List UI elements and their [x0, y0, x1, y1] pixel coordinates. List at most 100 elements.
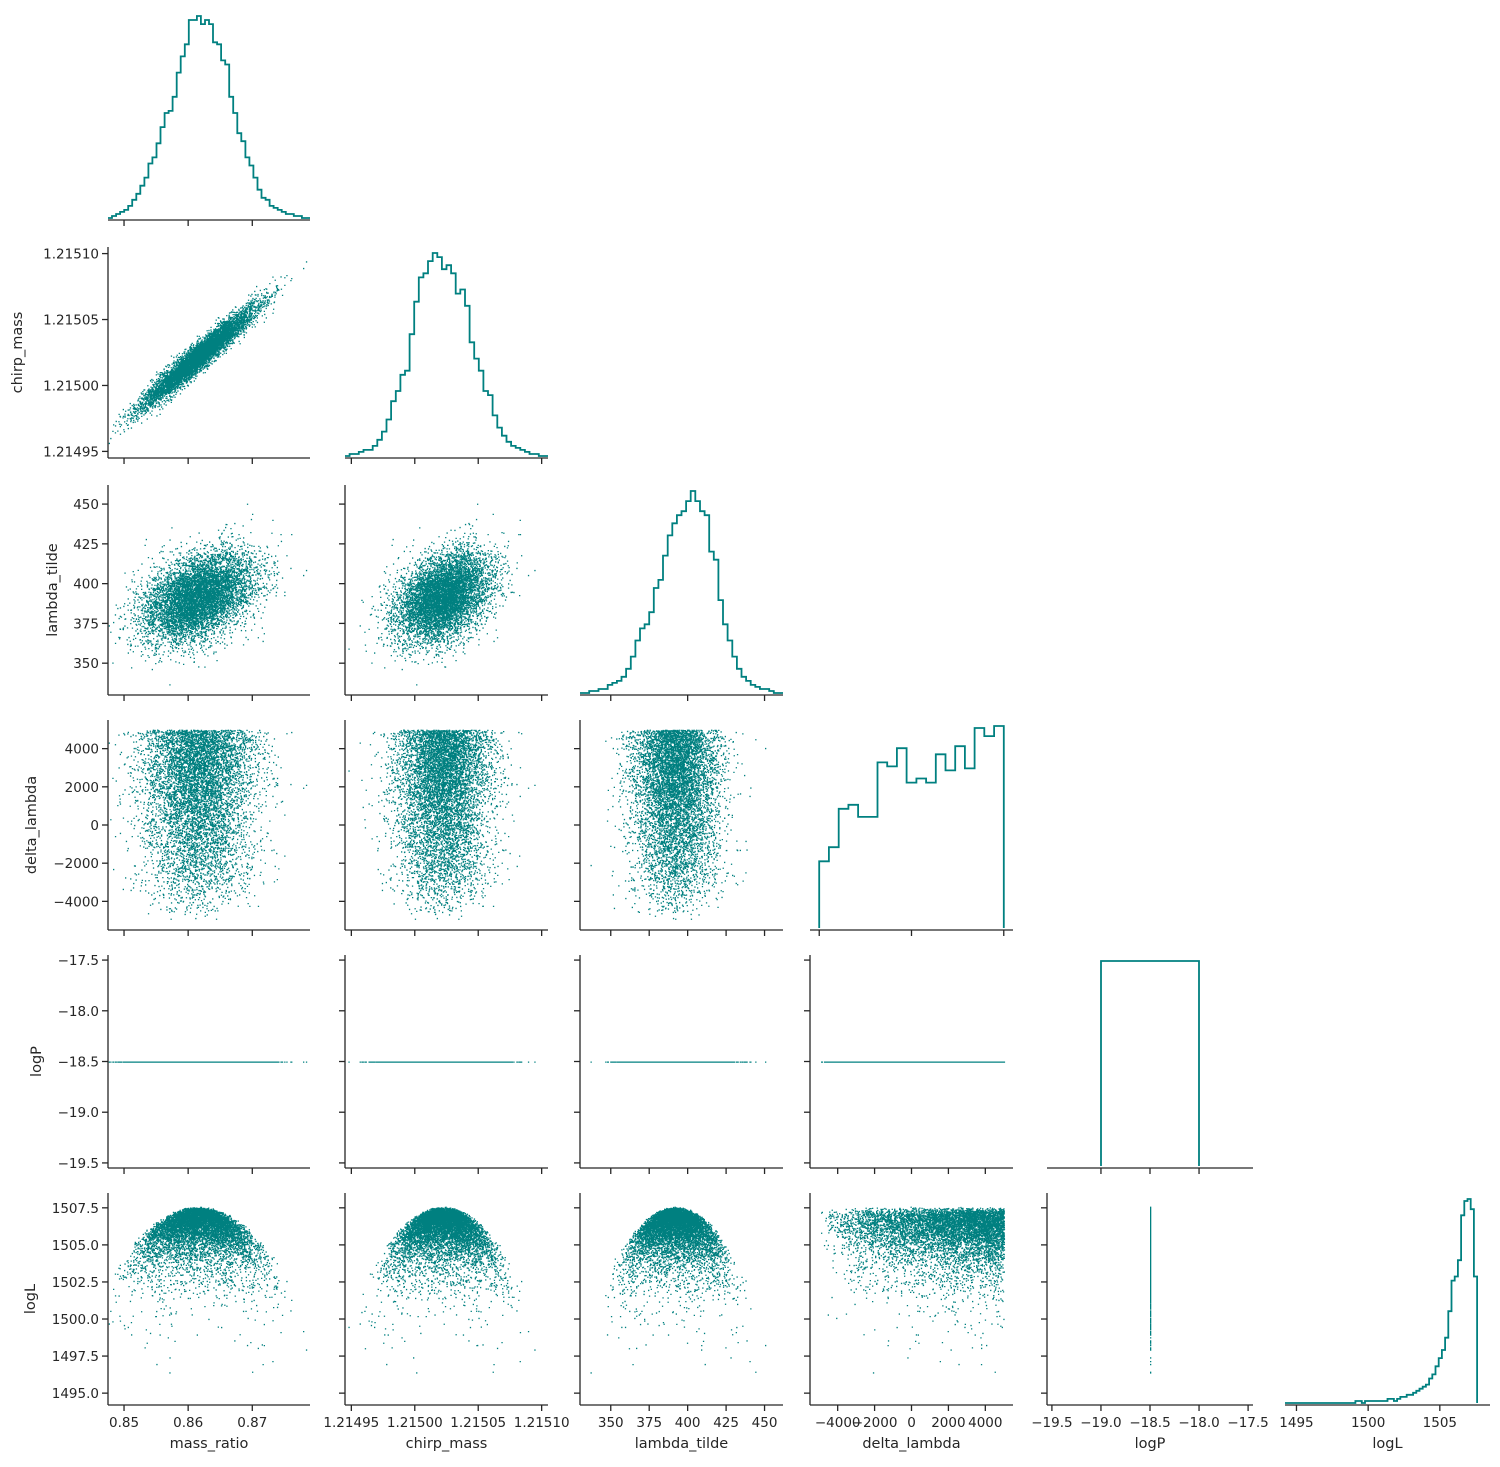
- x-tick-label: −18.5: [1129, 1415, 1170, 1431]
- x-tick-label: 400: [675, 1415, 701, 1431]
- panel-mass_ratio-vs-delta_lambda: −4000 −2000 0 2000 4000: [53, 720, 310, 936]
- panel-chirp_mass-vs-lambda_tilde: [339, 485, 548, 701]
- scatter-points: [590, 1061, 767, 1063]
- y-tick-label: −18.0: [58, 1004, 99, 1020]
- histogram-chirp_mass: [345, 252, 548, 457]
- x-tick-label: −18.0: [1178, 1415, 1219, 1431]
- x-tick-label: −17.5: [1227, 1415, 1268, 1431]
- x-tick-label: 375: [636, 1415, 662, 1431]
- x-tick-label: 1.21495: [323, 1415, 379, 1431]
- panel-mass_ratio-vs-logP: −19.5 −19.0 −18.5 −18.0 −17.5: [58, 953, 310, 1174]
- y-tick-label: −4000: [53, 894, 99, 910]
- y-axis-label: delta_lambda: [24, 776, 40, 874]
- x-axis-label: logP: [1135, 1436, 1166, 1452]
- y-tick-label: 1.21495: [43, 444, 99, 460]
- panel-chirp_mass-vs-logP: [339, 955, 548, 1174]
- y-tick-label: 350: [73, 656, 99, 672]
- panel-chirp_mass-hist: [345, 252, 548, 464]
- x-tick-label: 1505: [1423, 1415, 1457, 1431]
- y-tick-label: 450: [73, 497, 99, 513]
- panel-mass_ratio-vs-lambda_tilde: 350 375 400 425 450: [73, 485, 310, 701]
- x-tick-label: 1500: [1351, 1415, 1385, 1431]
- y-tick-label: 400: [73, 577, 99, 593]
- panel-chirp_mass-vs-logL: 1.21495 1.21500 1.21505 1.21510: [323, 1193, 570, 1431]
- scatter-points: [348, 1206, 536, 1374]
- scatter-points: [1150, 1206, 1152, 1374]
- scatter-points: [348, 1061, 536, 1063]
- y-tick-label: 1.21510: [43, 247, 99, 263]
- panel-lambda_tilde-vs-delta_lambda: [574, 720, 783, 936]
- x-tick-label: 350: [598, 1415, 624, 1431]
- scatter-points: [108, 261, 308, 445]
- scatter-points: [821, 1061, 1006, 1063]
- x-tick-label: 0.86: [173, 1415, 203, 1431]
- y-tick-label: 1.21505: [43, 313, 99, 329]
- scatter-points: [108, 729, 308, 920]
- x-tick-label: 2000: [931, 1415, 965, 1431]
- y-tick-label: 425: [73, 537, 99, 553]
- panel-mass_ratio-vs-logL: 0.85 0.86 0.87 1495.0 1497.5 1500.0 1502.5 1505…: [52, 1193, 310, 1431]
- x-tick-label: −19.5: [1031, 1415, 1072, 1431]
- y-tick-label: −18.5: [58, 1055, 99, 1071]
- panel-delta_lambda-hist: [810, 725, 1013, 936]
- histogram-logP: [1100, 960, 1200, 1166]
- x-axis-label: delta_lambda: [862, 1436, 960, 1452]
- y-tick-label: 1500.0: [52, 1312, 99, 1328]
- y-tick-label: −19.0: [58, 1105, 99, 1121]
- x-tick-label: 0.87: [237, 1415, 267, 1431]
- panel-mass_ratio-vs-chirp_mass: 1.21495 1.21500 1.21505 1.21510: [43, 247, 310, 464]
- x-tick-label: 4000: [968, 1415, 1002, 1431]
- y-tick-label: −17.5: [58, 953, 99, 969]
- y-tick-label: 2000: [65, 780, 99, 796]
- x-tick-label: 0: [907, 1415, 916, 1431]
- y-tick-label: −2000: [53, 856, 99, 872]
- histogram-mass_ratio: [108, 15, 310, 219]
- scatter-points: [108, 503, 308, 686]
- panel-logL-hist: 1495 1500 1505: [1279, 1198, 1490, 1431]
- x-axis-label: mass_ratio: [170, 1436, 249, 1452]
- panel-logP-vs-logL: −19.5 −19.0 −18.5 −18.0 −17.5: [1031, 1193, 1269, 1431]
- x-tick-label: 1.21510: [514, 1415, 570, 1431]
- histogram-lambda_tilde: [580, 490, 783, 694]
- y-tick-label: 1502.5: [52, 1275, 99, 1291]
- x-tick-label: 1.21500: [387, 1415, 443, 1431]
- panel-delta_lambda-vs-logP: [804, 955, 1013, 1174]
- x-tick-label: 0.85: [109, 1415, 139, 1431]
- x-tick-label: −19.0: [1080, 1415, 1121, 1431]
- scatter-points: [821, 1206, 1006, 1374]
- y-axis-label: lambda_tilde: [45, 543, 61, 637]
- panel-mass_ratio-hist: [108, 15, 310, 226]
- x-tick-label: −4000: [815, 1415, 861, 1431]
- y-tick-label: 1505.0: [52, 1238, 99, 1254]
- y-axis-label: logP: [29, 1046, 45, 1077]
- x-tick-label: 1.21505: [450, 1415, 506, 1431]
- x-axis-label: chirp_mass: [406, 1436, 488, 1452]
- y-tick-label: 1507.5: [52, 1201, 99, 1217]
- scatter-points: [348, 503, 536, 686]
- y-tick-label: 375: [73, 616, 99, 632]
- panel-lambda_tilde-vs-logL: 350 375 400 425 450: [574, 1193, 783, 1431]
- x-tick-label: 1495: [1279, 1415, 1313, 1431]
- histogram-logL: [1285, 1198, 1478, 1404]
- labels-layer: mass_ratio chirp_mass lambda_tilde delta_la…: [10, 312, 1403, 1452]
- y-tick-label: −19.5: [58, 1156, 99, 1172]
- scatter-points: [108, 1061, 308, 1063]
- y-tick-label: 1.21500: [43, 378, 99, 394]
- x-tick-label: 425: [713, 1415, 739, 1431]
- scatter-points: [590, 729, 767, 920]
- histogram-delta_lambda: [818, 725, 1005, 928]
- x-axis-label: logL: [1372, 1436, 1402, 1452]
- y-axis-label: logL: [23, 1284, 39, 1314]
- scatter-points: [108, 1206, 308, 1374]
- panels-layer: 1.21495 1.21500 1.21505 1.21510 350 375 400 425…: [43, 15, 1490, 1431]
- y-tick-label: 1495.0: [52, 1386, 99, 1402]
- x-tick-label: −2000: [852, 1415, 898, 1431]
- scatter-points: [348, 729, 536, 920]
- panel-logP-hist: [1047, 960, 1253, 1174]
- x-axis-label: lambda_tilde: [635, 1436, 729, 1452]
- y-tick-label: 0: [90, 818, 99, 834]
- panel-lambda_tilde-vs-logP: [574, 955, 783, 1174]
- x-tick-label: 450: [752, 1415, 778, 1431]
- panel-chirp_mass-vs-delta_lambda: [339, 720, 548, 936]
